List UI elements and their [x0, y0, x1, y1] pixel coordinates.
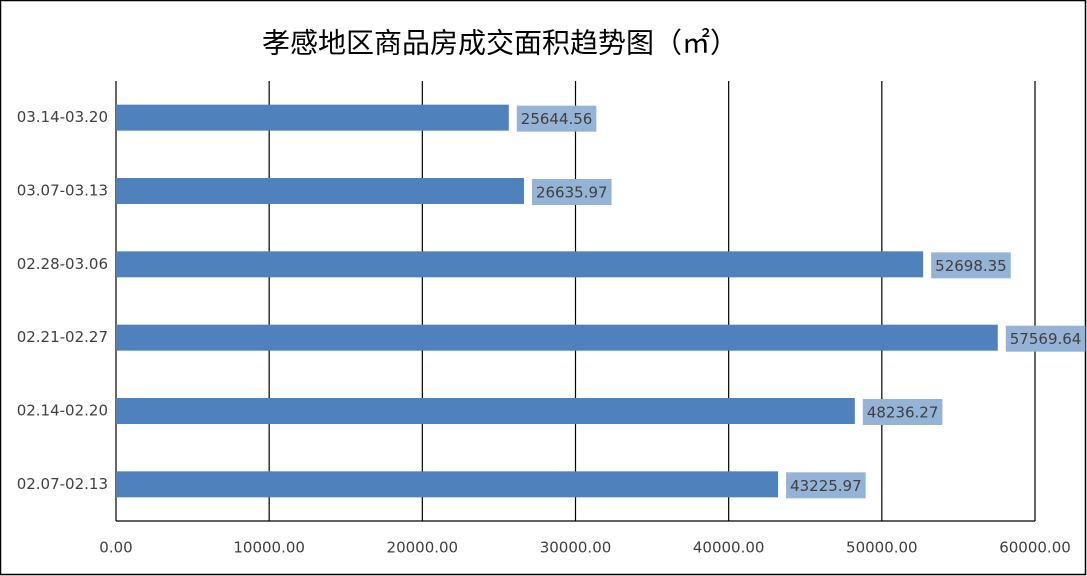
x-tick-label: 10000.00 — [233, 539, 305, 557]
x-tick-label: 60000.00 — [999, 539, 1071, 557]
bar — [116, 251, 924, 278]
x-tick-label: 50000.00 — [846, 539, 918, 557]
x-tick-label: 20000.00 — [387, 539, 459, 557]
value-label: 26635.97 — [536, 184, 608, 202]
value-label-box — [516, 105, 597, 132]
value-label: 57569.64 — [1010, 330, 1082, 348]
y-tick-label: 02.28-03.06 — [17, 255, 108, 273]
y-tick-label: 03.14-03.20 — [17, 108, 108, 126]
bar — [116, 178, 524, 204]
bar — [116, 398, 855, 424]
bar — [116, 104, 509, 131]
value-label-box — [931, 252, 1011, 279]
value-label-box — [1005, 325, 1086, 352]
y-tick-label: 02.07-02.13 — [17, 475, 108, 493]
x-tick-label: 0.00 — [99, 539, 132, 557]
bar — [116, 471, 779, 498]
value-label: 43225.97 — [790, 477, 862, 495]
value-label: 25644.56 — [521, 110, 593, 128]
bar — [116, 324, 998, 351]
chart-title: 孝感地区商品房成交面积趋势图（㎡） — [262, 27, 738, 60]
x-tick-label: 40000.00 — [693, 539, 765, 557]
value-label: 52698.35 — [935, 257, 1007, 275]
value-label: 48236.27 — [867, 404, 939, 422]
y-tick-label: 02.14-02.20 — [17, 402, 108, 420]
value-label-box — [531, 179, 612, 205]
y-tick-label: 03.07-03.13 — [17, 182, 108, 200]
x-tick-label: 30000.00 — [540, 539, 612, 557]
value-label-box — [786, 472, 866, 499]
y-tick-label: 02.21-02.27 — [17, 328, 108, 346]
value-label-box — [862, 399, 943, 425]
